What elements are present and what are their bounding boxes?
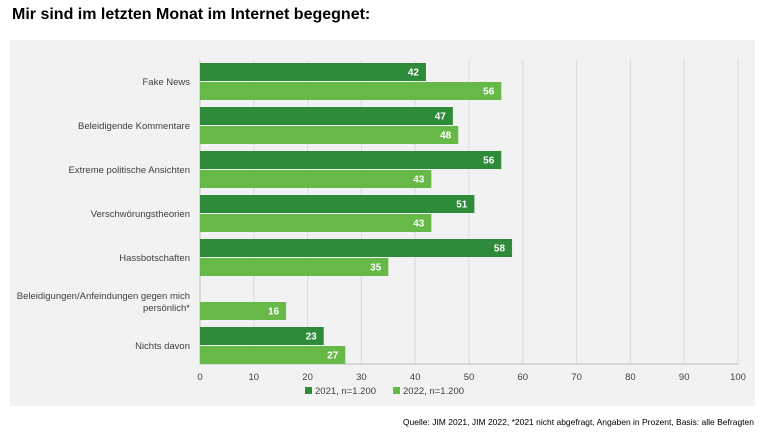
data-label: 58 (494, 244, 506, 255)
x-tick-label: 30 (356, 372, 367, 383)
category-label: Beleidigende Kommentare (78, 121, 190, 132)
x-tick-label: 80 (625, 372, 636, 383)
x-tick-label: 100 (730, 372, 746, 383)
data-label: 43 (413, 219, 425, 230)
category-label: Verschwörungstheorien (91, 209, 190, 220)
bar (200, 214, 432, 232)
bar (200, 258, 389, 276)
bar (200, 302, 287, 320)
bar (200, 239, 513, 257)
category-label: Beleidigungen/Anfeindungen gegen mich (17, 291, 190, 302)
category-label: Hassbotschaften (119, 253, 190, 264)
bar (200, 170, 432, 188)
data-label: 35 (370, 263, 382, 274)
bar (200, 107, 453, 125)
data-label: 42 (408, 68, 420, 79)
legend-label: 2021, n=1.200 (315, 386, 376, 397)
x-tick-label: 50 (464, 372, 475, 383)
source-note: Quelle: JIM 2021, JIM 2022, *2021 nicht … (402, 417, 754, 427)
legend-label: 2022, n=1.200 (403, 386, 464, 397)
bar (200, 346, 346, 364)
data-label: 56 (483, 87, 495, 98)
x-tick-label: 40 (410, 372, 421, 383)
data-label: 51 (456, 200, 468, 211)
data-label: 16 (268, 307, 280, 318)
x-tick-label: 70 (571, 372, 582, 383)
category-label: persönlich* (143, 303, 190, 314)
category-label: Nichts davon (135, 341, 190, 352)
bar (200, 151, 502, 169)
legend-swatch (305, 387, 312, 394)
data-label: 27 (327, 351, 339, 362)
x-tick-label: 10 (249, 372, 260, 383)
data-label: 43 (413, 175, 425, 186)
chart-title: Mir sind im letzten Monat im Internet be… (12, 6, 371, 23)
x-tick-label: 20 (302, 372, 313, 383)
data-label: 56 (483, 156, 495, 167)
x-tick-label: 60 (518, 372, 529, 383)
bar (200, 82, 502, 100)
bar (200, 63, 426, 81)
bar (200, 195, 475, 213)
x-tick-label: 90 (679, 372, 690, 383)
legend-swatch (393, 387, 400, 394)
bar (200, 327, 324, 345)
data-label: 23 (306, 332, 318, 343)
data-label: 47 (435, 112, 447, 123)
category-label: Extreme politische Ansichten (69, 165, 190, 176)
x-tick-label: 0 (197, 372, 202, 383)
bar (200, 126, 459, 144)
data-label: 48 (440, 131, 452, 142)
category-label: Fake News (142, 77, 190, 88)
